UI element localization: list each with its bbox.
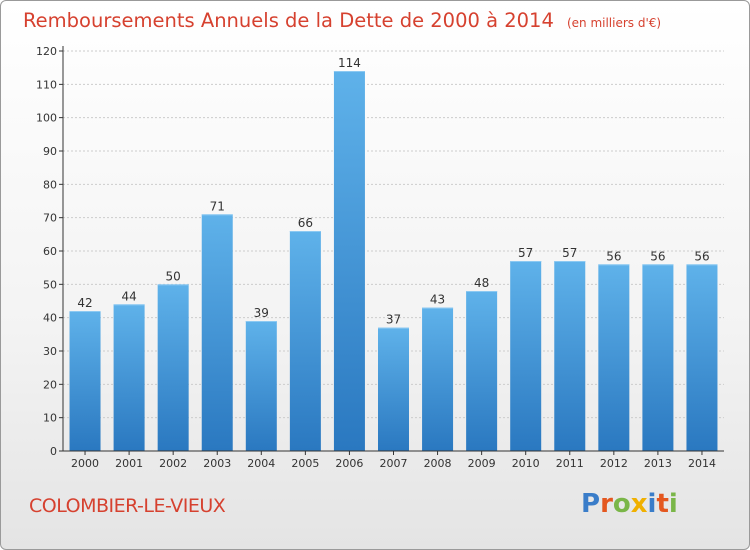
logo-letter: i [668, 489, 678, 519]
y-tick-label: 20 [43, 378, 57, 391]
y-tick-label: 120 [36, 45, 57, 58]
y-tick-label: 0 [50, 445, 57, 458]
data-label: 56 [606, 249, 621, 263]
y-tick-label: 80 [43, 178, 57, 191]
y-tick-label: 40 [43, 312, 57, 325]
data-label: 37 [386, 313, 401, 327]
data-label: 66 [298, 216, 313, 230]
y-tick-label: 30 [43, 345, 57, 358]
x-tick-label: 2000 [71, 457, 99, 470]
data-label: 43 [430, 293, 445, 307]
y-tick-label: 110 [36, 78, 57, 91]
y-tick-label: 100 [36, 112, 57, 125]
data-label: 114 [338, 56, 361, 70]
data-label: 57 [518, 246, 533, 260]
data-label: 57 [562, 246, 577, 260]
bars [69, 71, 718, 451]
bar-2005 [289, 231, 321, 451]
bar-2013 [642, 264, 674, 451]
x-tick-label: 2012 [600, 457, 628, 470]
y-tick-label: 70 [43, 212, 57, 225]
y-tick-label: 10 [43, 412, 57, 425]
y-tick-label: 90 [43, 145, 57, 158]
bar-2007 [378, 327, 409, 451]
logo-letter: P [581, 489, 601, 519]
bar-2009 [466, 291, 498, 451]
x-tick-label: 2007 [380, 457, 408, 470]
chart-title: Remboursements Annuels de la Dette de 20… [23, 9, 554, 32]
x-tick-label: 2014 [688, 457, 716, 470]
bar-2006 [333, 71, 365, 451]
y-tick-label: 50 [43, 278, 57, 291]
x-tick-label: 2011 [556, 457, 584, 470]
data-label: 56 [694, 249, 709, 263]
data-label: 39 [254, 306, 269, 320]
logo-letter: o [612, 489, 631, 519]
data-labels: 42 44 50 71 39 66 114 37 43 48 57 57 56 56 56 [77, 56, 709, 327]
x-tick-label: 2013 [644, 457, 672, 470]
logo-letter: i [647, 489, 657, 519]
proxiti-logo[interactable]: Proxiti [581, 489, 678, 519]
data-label: 44 [121, 289, 136, 303]
data-label: 50 [166, 269, 181, 283]
bar-2014 [686, 264, 718, 451]
x-tick-label: 2003 [203, 457, 231, 470]
y-tick-label: 60 [43, 245, 57, 258]
data-label: 48 [474, 276, 489, 290]
data-label: 71 [210, 199, 225, 213]
x-tick-label: 2009 [468, 457, 496, 470]
bar-2011 [554, 261, 586, 451]
bar-2000 [69, 311, 101, 451]
bar-2010 [510, 261, 542, 451]
chart-unit: (en milliers d'€) [566, 16, 662, 30]
bar-2003 [201, 214, 233, 451]
chart-title-block: Remboursements Annuels de la Dette de 20… [23, 9, 661, 32]
logo-letter: x [630, 489, 648, 519]
bar-2008 [422, 307, 454, 451]
bar-2001 [113, 304, 145, 451]
x-tick-label: 2008 [424, 457, 452, 470]
logo-letter: r [600, 489, 613, 519]
x-tick-label: 2002 [159, 457, 187, 470]
x-tick-label: 2001 [115, 457, 143, 470]
commune-name: COLOMBIER-LE-VIEUX [29, 495, 226, 517]
data-label: 56 [650, 249, 665, 263]
x-tick-label: 2010 [512, 457, 540, 470]
bar-2004 [245, 321, 277, 451]
x-tick-label: 2004 [247, 457, 275, 470]
axes: 0 10 20 30 40 50 60 70 80 90 100 110 120 2000 2001 2002… [36, 45, 724, 470]
bar-2012 [598, 264, 630, 451]
data-label: 42 [77, 296, 92, 310]
x-tick-label: 2006 [335, 457, 363, 470]
x-tick-label: 2005 [291, 457, 319, 470]
logo-letter: t [656, 489, 669, 519]
bar-2002 [157, 284, 189, 451]
